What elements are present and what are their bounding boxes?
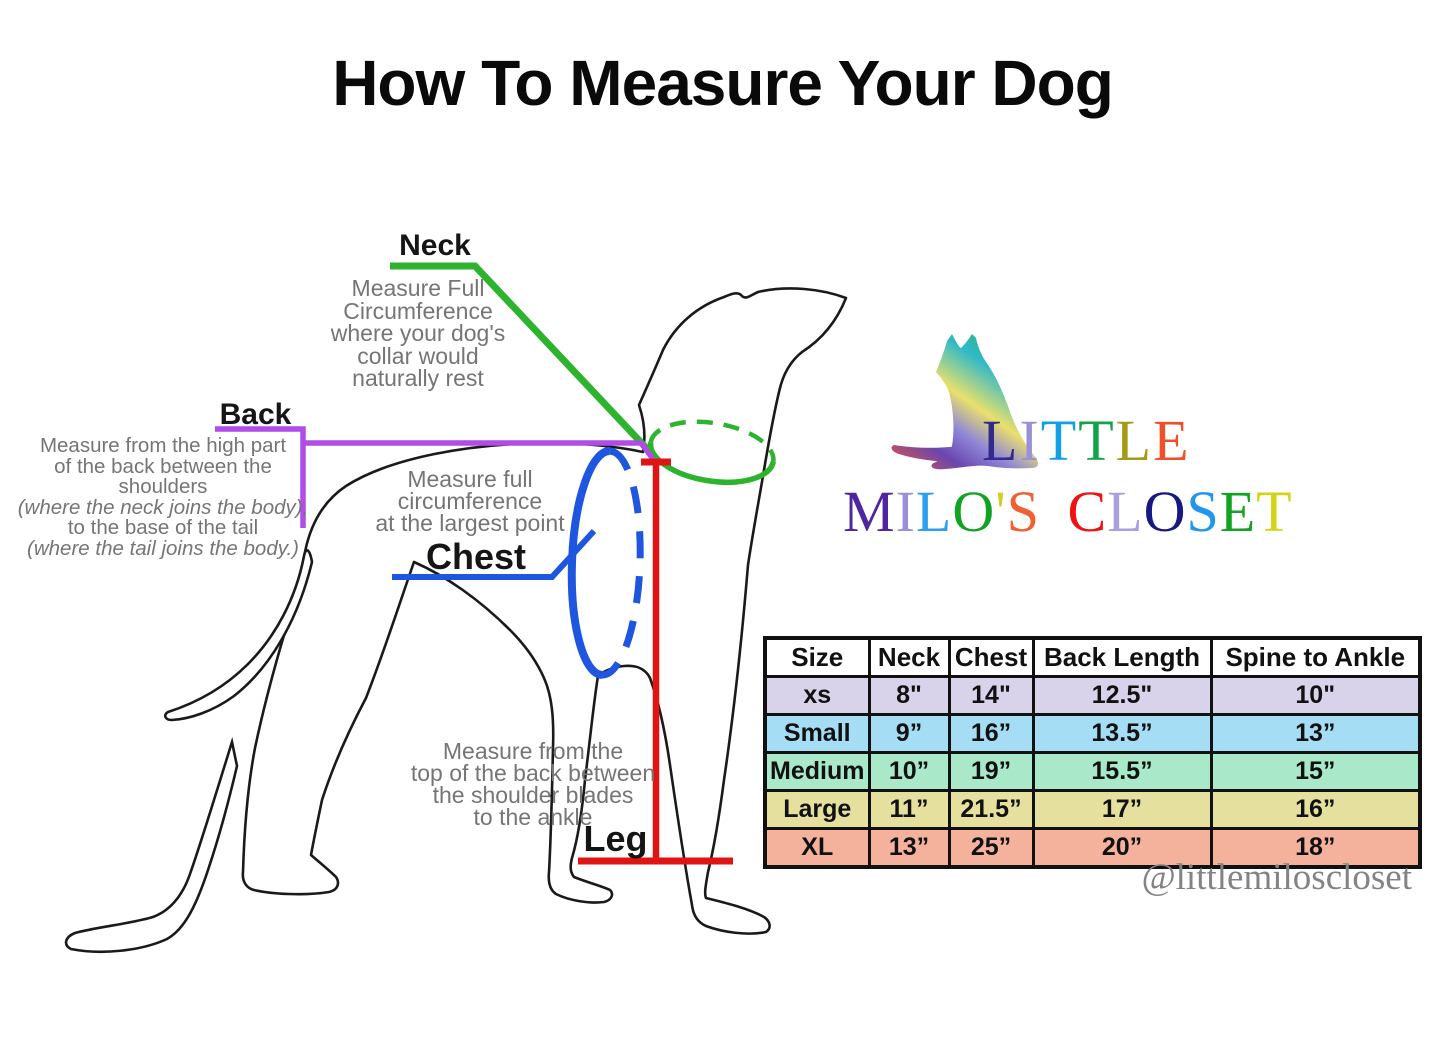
size-table-cell-back_length: 20”	[1031, 827, 1213, 869]
size-table-header-cell: Back Length	[1031, 636, 1213, 678]
page-title: How To Measure Your Dog	[332, 47, 1114, 119]
size-table-cell-back_length: 13.5”	[1031, 713, 1213, 754]
size-table-cell-size: Large	[763, 789, 871, 830]
size-table-cell-back_length: 12.5"	[1031, 675, 1213, 716]
size-table-cell-neck: 13”	[867, 827, 951, 869]
size-table-header-row: Size Neck Chest Back Length Spine to Ankle	[763, 636, 1422, 678]
back-label-bracket	[215, 426, 306, 528]
size-table-cell-size: Small	[763, 713, 871, 754]
dog-body-outline	[241, 287, 848, 935]
size-table-cell-size: xs	[763, 675, 871, 716]
chest-instructions: Measure full circumference at the larges…	[338, 466, 602, 536]
neck-instructions: Measure Full Circumference where your do…	[316, 277, 520, 390]
leg-instruction-line: Measure from the	[442, 738, 624, 764]
neck-instruction-line: naturally rest	[352, 365, 484, 391]
back-instructions: Measure from the high part of the back b…	[14, 434, 312, 560]
size-table-cell-chest: 16”	[947, 713, 1035, 754]
size-table-row: xs 8" 14" 12.5" 10"	[763, 675, 1422, 716]
size-table-cell-neck: 8"	[867, 675, 951, 716]
leg-instructions: Measure from the top of the back between…	[383, 738, 683, 830]
logo-letter: S	[1186, 479, 1220, 544]
size-table-row: Large 11” 21.5” 17” 16”	[763, 789, 1422, 830]
size-table-row: XL 13” 25” 20” 18”	[763, 827, 1422, 869]
logo-line1: LITTLE	[982, 407, 1191, 474]
logo-letter: '	[995, 479, 1007, 544]
back-instruction-line: to the base of the tail	[67, 516, 259, 539]
back-instruction-line: of the back between the	[54, 454, 272, 478]
logo-letter	[1040, 479, 1068, 544]
size-table-header-cell: Neck	[867, 636, 951, 678]
size-table-header-cell: Spine to Ankle	[1209, 636, 1422, 678]
leg-instruction-line: to the ankle	[473, 804, 593, 830]
logo-letter: E	[1153, 408, 1191, 473]
logo-letter: I	[895, 479, 916, 544]
chest-label: Chest	[425, 536, 527, 577]
back-instruction-line: (where the neck joins the body),	[17, 495, 309, 519]
size-table-cell-chest: 21.5”	[947, 789, 1035, 830]
neck-instruction-line: where your dog's	[330, 320, 506, 346]
logo-letter: O	[1143, 479, 1187, 544]
dog-tail-outline	[163, 549, 314, 722]
size-table-cell-spine_to_ankle: 10"	[1209, 675, 1422, 716]
back-instruction-line: shoulders	[118, 475, 208, 498]
chest-instruction-line: circumference	[397, 488, 543, 514]
logo-dog-silhouette	[891, 334, 1039, 470]
size-table-cell-size: XL	[763, 827, 871, 869]
logo-letter: E	[1219, 479, 1257, 544]
logo-letter: T	[1256, 479, 1293, 544]
chest-instruction-line: Measure full	[407, 466, 533, 492]
size-table-cell-chest: 25”	[947, 827, 1035, 869]
size-table-body: xs 8" 14" 12.5" 10" Small 9” 16” 13.5” 13” Medium 1…	[763, 675, 1422, 869]
leg-instruction-line: the shoulder blades	[432, 782, 634, 808]
neck-instruction-line: Circumference	[343, 297, 493, 324]
neck-instruction-line: Measure Full	[351, 275, 485, 301]
chest-pointer-line	[392, 528, 597, 580]
size-table-cell-spine_to_ankle: 18”	[1209, 827, 1422, 869]
logo-letter: I	[1019, 408, 1041, 473]
size-table-cell-neck: 11”	[867, 789, 951, 830]
size-table-header-cell: Size	[763, 636, 871, 678]
logo-letter: C	[1067, 479, 1108, 544]
size-table-cell-chest: 19”	[947, 751, 1035, 792]
logo-letter: M	[843, 479, 896, 544]
size-table-cell-neck: 10”	[867, 751, 951, 792]
size-table-row: Medium 10” 19” 15.5” 15”	[763, 751, 1422, 792]
chest-instruction-line: at the largest point	[375, 510, 565, 536]
logo-letter: L	[982, 408, 1020, 473]
size-table-cell-back_length: 15.5”	[1031, 751, 1213, 792]
dog-far-hind-leg-outline	[64, 736, 239, 954]
chest-circumference-ellipse	[567, 447, 644, 679]
size-table-header-cell: Chest	[947, 636, 1035, 678]
back-measure-line	[303, 440, 656, 461]
neck-label: Neck	[399, 229, 471, 262]
neck-circumference-ellipse	[647, 419, 776, 485]
size-table-cell-spine_to_ankle: 16”	[1209, 789, 1422, 830]
logo-letter: L	[1107, 479, 1144, 544]
size-table-cell-chest: 14"	[947, 675, 1035, 716]
logo-line2: MILO'S CLOSET	[843, 478, 1293, 545]
neck-pointer-line	[390, 262, 653, 455]
logo-letter: L	[1115, 408, 1154, 473]
size-table-cell-spine_to_ankle: 13”	[1209, 713, 1422, 754]
logo-letter: T	[1040, 408, 1079, 473]
size-table-cell-back_length: 17”	[1031, 789, 1213, 830]
logo-letter: S	[1006, 479, 1040, 544]
leg-instruction-line: top of the back between	[410, 760, 656, 786]
logo-letter: T	[1078, 408, 1116, 473]
back-label: Back	[219, 398, 292, 431]
back-instruction-line: Measure from the high part	[39, 434, 287, 457]
leg-label: Leg	[583, 818, 648, 859]
back-instruction-line: (where the tail joins the body.)	[27, 536, 299, 560]
size-table-row: Small 9” 16” 13.5” 13”	[763, 713, 1422, 754]
neck-instruction-line: collar would	[357, 342, 479, 369]
size-table-cell-spine_to_ankle: 15”	[1209, 751, 1422, 792]
size-table: Size Neck Chest Back Length Spine to Ankle x…	[763, 636, 1422, 869]
logo-letter: O	[952, 479, 996, 544]
size-table-cell-size: Medium	[763, 751, 871, 792]
logo-letter: L	[915, 479, 953, 544]
size-table-cell-neck: 9”	[867, 713, 951, 754]
social-handle: @littlemiloscloset	[1141, 857, 1412, 898]
